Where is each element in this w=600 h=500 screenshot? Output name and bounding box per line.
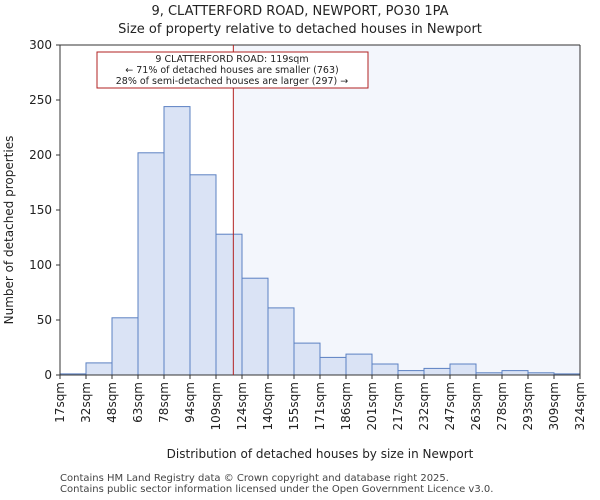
chart-subtitle: Size of property relative to detached ho… — [118, 22, 482, 37]
x-tick-label: 124sqm — [235, 382, 249, 430]
bar — [293, 342, 321, 376]
x-tick-label: 63sqm — [131, 382, 145, 423]
footer-licence: Contains public sector information licen… — [60, 484, 494, 495]
y-tick-label: 50 — [37, 313, 52, 327]
y-axis-label: Number of detached properties — [2, 136, 16, 325]
annotation-line-3: 28% of semi-detached houses are larger (… — [116, 76, 349, 87]
annotation-box — [96, 51, 369, 89]
bar — [163, 106, 191, 376]
x-tick-label: 186sqm — [339, 382, 353, 430]
y-tick-label: 250 — [29, 93, 52, 107]
y-tick-label: 100 — [29, 258, 52, 272]
x-tick-label: 263sqm — [469, 382, 483, 430]
x-tick-label: 48sqm — [105, 382, 119, 423]
y-tick-label: 150 — [29, 203, 52, 217]
x-tick-label: 17sqm — [53, 382, 67, 423]
x-tick-label: 94sqm — [183, 382, 197, 423]
bar — [501, 370, 529, 376]
y-tick-label: 200 — [29, 148, 52, 162]
bar — [345, 353, 373, 376]
bar — [423, 367, 451, 376]
bar — [267, 307, 295, 376]
histogram-chart: 0 50 100 150 200 250 300 17sqm 32sqm 48sqm 63sqm 78… — [2, 38, 587, 461]
chart-title: 9, CLATTERFORD ROAD, NEWPORT, PO30 1PA — [151, 4, 449, 19]
x-tick-label: 171sqm — [313, 382, 327, 430]
x-tick-label: 293sqm — [521, 382, 535, 430]
y-tick-label: 0 — [44, 368, 52, 382]
x-axis-label: Distribution of detached houses by size … — [167, 447, 474, 461]
bar — [85, 362, 113, 376]
bar — [241, 277, 269, 376]
annotation-line-2: ← 71% of detached houses are smaller (76… — [125, 65, 338, 76]
x-tick-label: 232sqm — [417, 382, 431, 430]
x-tick-label: 78sqm — [157, 382, 171, 423]
x-tick-label: 278sqm — [495, 382, 509, 430]
footer-copyright: Contains HM Land Registry data © Crown c… — [60, 473, 449, 484]
x-tick-label: 309sqm — [547, 382, 561, 430]
annotation-line-1: 9 CLATTERFORD ROAD: 119sqm — [155, 54, 308, 65]
x-tick-label: 109sqm — [209, 382, 223, 430]
bar — [111, 317, 139, 376]
bar — [449, 363, 477, 376]
x-tick-label: 217sqm — [391, 382, 405, 430]
x-tick-label: 247sqm — [443, 382, 457, 430]
x-tick-label: 155sqm — [287, 382, 301, 430]
x-tick-label: 324sqm — [573, 382, 587, 430]
x-tick-label: 201sqm — [365, 382, 379, 430]
bar — [189, 174, 217, 376]
bar — [137, 152, 165, 376]
x-tick-label: 32sqm — [79, 382, 93, 423]
x-tick-label: 140sqm — [261, 382, 275, 430]
bar — [397, 370, 425, 376]
bar — [371, 363, 399, 376]
bar — [215, 233, 243, 376]
y-tick-label: 300 — [29, 38, 52, 52]
bar — [319, 356, 347, 376]
